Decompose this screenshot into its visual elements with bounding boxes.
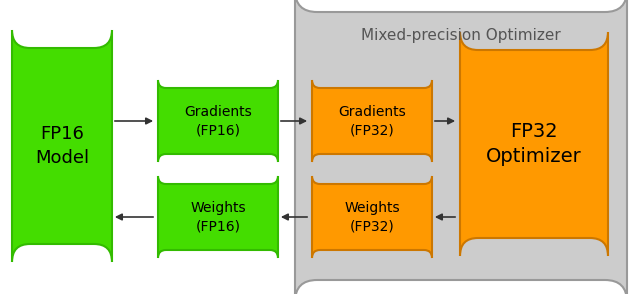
FancyBboxPatch shape bbox=[12, 30, 112, 262]
Text: FP32
Optimizer: FP32 Optimizer bbox=[486, 122, 582, 166]
FancyBboxPatch shape bbox=[158, 80, 278, 162]
FancyBboxPatch shape bbox=[460, 32, 608, 256]
Text: Mixed-precision Optimizer: Mixed-precision Optimizer bbox=[361, 28, 561, 43]
Text: Weights
(FP32): Weights (FP32) bbox=[344, 201, 400, 233]
FancyBboxPatch shape bbox=[295, 0, 627, 294]
Text: Gradients
(FP32): Gradients (FP32) bbox=[338, 105, 406, 137]
FancyBboxPatch shape bbox=[312, 176, 432, 258]
Text: Weights
(FP16): Weights (FP16) bbox=[190, 201, 246, 233]
FancyBboxPatch shape bbox=[158, 176, 278, 258]
Text: Gradients
(FP16): Gradients (FP16) bbox=[184, 105, 252, 137]
Text: FP16
Model: FP16 Model bbox=[35, 125, 89, 167]
FancyBboxPatch shape bbox=[312, 80, 432, 162]
